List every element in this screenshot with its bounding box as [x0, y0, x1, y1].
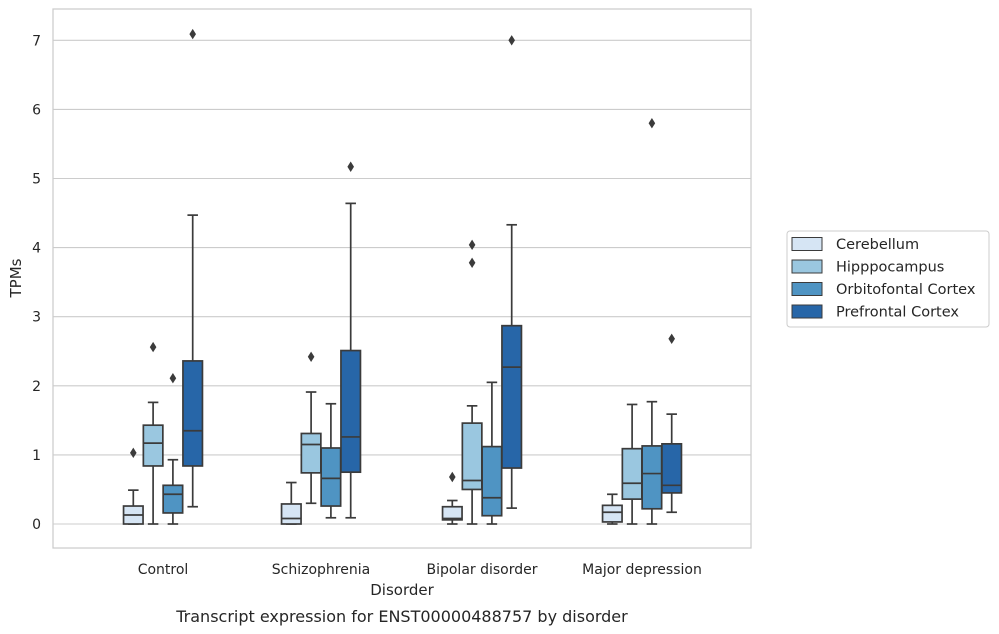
- box-iqr: [601, 504, 623, 523]
- chart-caption: Transcript expression for ENST0000048875…: [175, 607, 628, 626]
- box-cerebellum: [280, 481, 302, 525]
- box-cerebellum: [441, 471, 463, 525]
- legend-swatch: [791, 237, 823, 251]
- box-prefrontal-cortex: [182, 28, 204, 508]
- y-tick-label: 6: [32, 102, 41, 118]
- y-tick-label: 1: [32, 448, 41, 464]
- outlier-point: [130, 447, 137, 459]
- box-iqr: [300, 432, 322, 474]
- outlier-point: [468, 257, 476, 269]
- box-hipppocampus: [621, 403, 643, 525]
- x-tick-labels: Control Schizophrenia Bipolar disorder Majo…: [138, 562, 702, 578]
- box-hipppocampus: [461, 239, 483, 525]
- y-tick-label: 4: [32, 241, 41, 257]
- box-iqr: [621, 447, 643, 500]
- y-tick-label: 7: [32, 33, 41, 49]
- outlier-point: [508, 35, 515, 46]
- x-axis-label: Disorder: [370, 581, 434, 599]
- outlier-point: [307, 351, 315, 362]
- box-iqr: [340, 349, 362, 474]
- gridlines: [53, 39, 751, 525]
- box-iqr: [501, 324, 523, 469]
- box-iqr: [162, 484, 184, 514]
- legend-swatch: [791, 259, 823, 274]
- box-orbitofontal-cortex: [162, 372, 184, 525]
- legend-swatch: [791, 282, 823, 296]
- legend: Cerebellum Hipppocampus Orbitofontal Corte…: [786, 230, 990, 328]
- legend-label: Hipppocampus: [836, 260, 944, 276]
- x-tick-label: Schizophrenia: [272, 562, 370, 578]
- outlier-point: [668, 333, 675, 345]
- box-iqr: [661, 442, 683, 494]
- box-iqr: [142, 424, 164, 467]
- box-iqr: [441, 505, 463, 521]
- box-prefrontal-cortex: [661, 333, 683, 514]
- plot-boxes: [122, 28, 683, 525]
- outlier-point: [189, 28, 196, 40]
- outlier-point: [347, 161, 354, 172]
- plot-frame: [52, 8, 752, 549]
- box-orbitofontal-cortex: [320, 402, 342, 519]
- box-iqr: [280, 503, 302, 525]
- legend-label: Prefrontal Cortex: [836, 305, 959, 321]
- y-axis-label: TPMs: [7, 258, 25, 298]
- legend-label: Orbitofontal Cortex: [836, 282, 976, 298]
- outlier-point: [648, 118, 656, 129]
- box-iqr: [461, 422, 483, 491]
- legend-label: Cerebellum: [836, 237, 919, 253]
- outlier-point: [449, 471, 456, 483]
- y-tick-label: 0: [32, 517, 41, 533]
- box-prefrontal-cortex: [501, 35, 523, 509]
- outlier-point: [149, 341, 157, 353]
- box-iqr: [182, 360, 204, 467]
- y-tick-label: 5: [32, 172, 41, 188]
- outlier-point: [169, 372, 177, 384]
- box-prefrontal-cortex: [340, 161, 362, 519]
- x-tick-label: Control: [138, 562, 189, 578]
- box-iqr: [320, 447, 342, 507]
- legend-frame: [786, 230, 990, 328]
- x-tick-label: Major depression: [582, 562, 702, 578]
- legend-swatch: [791, 304, 823, 319]
- box-hipppocampus: [142, 341, 164, 525]
- box-cerebellum: [122, 447, 144, 525]
- box-iqr: [641, 445, 663, 510]
- x-tick-label: Bipolar disorder: [426, 562, 537, 578]
- y-tick-labels: 0 1 2 3 4 5 6 7: [32, 33, 41, 533]
- box-orbitofontal-cortex: [481, 381, 503, 525]
- box-iqr: [481, 445, 503, 517]
- y-tick-label: 3: [32, 310, 41, 326]
- outlier-point: [468, 239, 476, 251]
- box-hipppocampus: [300, 351, 322, 505]
- y-tick-label: 2: [32, 379, 41, 395]
- box-cerebellum: [601, 493, 623, 525]
